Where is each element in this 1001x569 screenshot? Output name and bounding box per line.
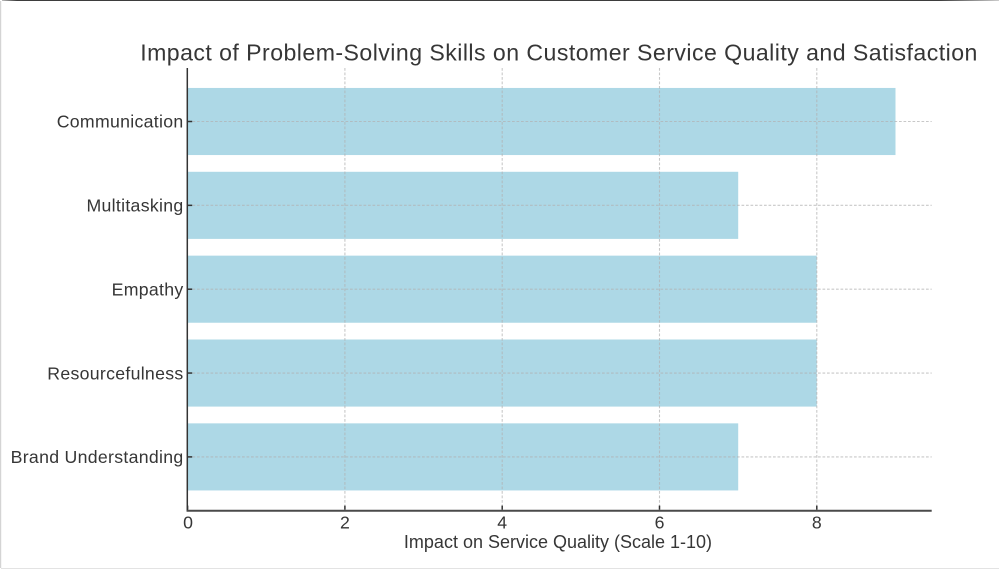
svg-text:4: 4 — [497, 512, 507, 532]
svg-text:Impact on Service Quality (Sca: Impact on Service Quality (Scale 1-10) — [404, 532, 712, 552]
svg-text:6: 6 — [655, 512, 665, 532]
svg-text:Impact of Problem-Solving Skil: Impact of Problem-Solving Skills on Cust… — [140, 39, 978, 65]
svg-text:Resourcefulness: Resourcefulness — [47, 363, 183, 383]
svg-text:Empathy: Empathy — [112, 279, 184, 299]
svg-text:8: 8 — [812, 512, 822, 532]
svg-text:0: 0 — [183, 512, 193, 532]
svg-text:Communication: Communication — [57, 112, 184, 132]
svg-text:Brand Understanding: Brand Understanding — [11, 447, 184, 467]
svg-text:2: 2 — [340, 512, 350, 532]
svg-text:Multitasking: Multitasking — [87, 196, 184, 216]
